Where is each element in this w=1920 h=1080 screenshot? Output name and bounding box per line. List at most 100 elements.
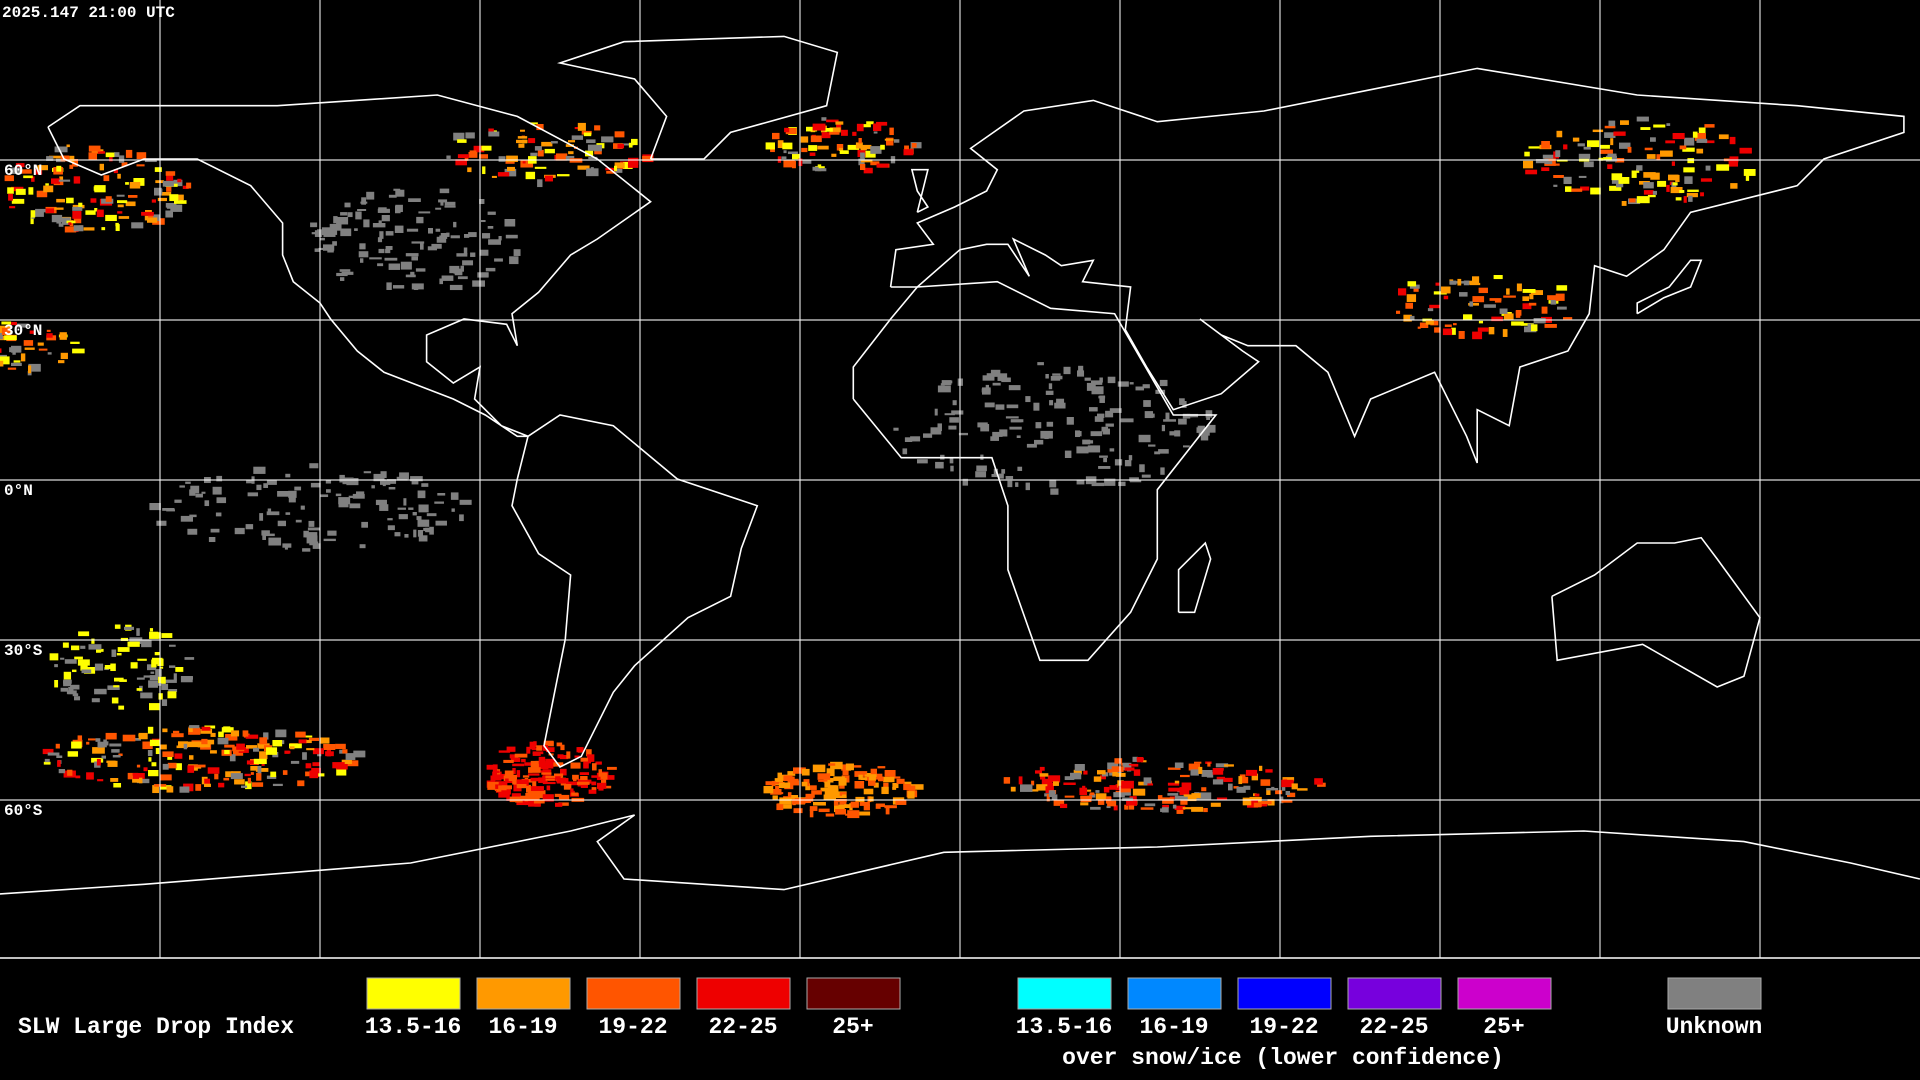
- cloud-pixel: [0, 356, 10, 365]
- cloud-pixel: [436, 236, 447, 243]
- cloud-pixel: [1113, 805, 1118, 811]
- cloud-pixel: [1238, 776, 1243, 785]
- cloud-pixel: [555, 153, 568, 161]
- cloud-pixel: [868, 775, 876, 782]
- cloud-pixel: [1666, 123, 1671, 126]
- cloud-pixel: [355, 211, 362, 220]
- cloud-pixel: [43, 761, 51, 765]
- cloud-pixel: [495, 784, 500, 789]
- cloud-pixel: [1643, 182, 1654, 189]
- cloud-pixel: [77, 735, 83, 741]
- cloud-pixel: [157, 197, 168, 202]
- cloud-pixel: [1064, 776, 1075, 781]
- cloud-pixel: [80, 645, 86, 649]
- cloud-pixel: [1463, 314, 1473, 321]
- cloud-pixel: [881, 786, 889, 795]
- cloud-pixel: [614, 162, 625, 169]
- cloud-pixel: [823, 794, 837, 800]
- cloud-pixel: [1212, 779, 1224, 785]
- cloud-pixel: [105, 152, 115, 158]
- cloud-pixel: [257, 766, 262, 774]
- cloud-pixel: [307, 527, 321, 531]
- cloud-pixel: [114, 152, 120, 157]
- cloud-pixel: [31, 176, 35, 182]
- cloud-pixel: [133, 178, 145, 186]
- cloud-pixel: [113, 169, 118, 174]
- cloud-pixel: [870, 146, 882, 154]
- cloud-pixel: [21, 169, 32, 174]
- cloud-pixel: [266, 747, 278, 755]
- cloud-pixel: [530, 795, 540, 801]
- cloud-pixel: [204, 783, 211, 787]
- cloud-pixel: [1283, 778, 1288, 781]
- cloud-pixel: [208, 537, 216, 543]
- cloud-pixel: [1132, 788, 1146, 796]
- cloud-pixel: [105, 196, 112, 202]
- cloud-pixel: [984, 402, 995, 408]
- cloud-pixel: [784, 127, 790, 133]
- cloud-pixel: [125, 149, 133, 158]
- cloud-pixel: [787, 792, 792, 797]
- cloud-pixel: [982, 375, 995, 381]
- cloud-pixel: [410, 476, 423, 482]
- cloud-pixel: [587, 761, 591, 764]
- cloud-pixel: [450, 235, 460, 239]
- cloud-pixel: [1550, 297, 1557, 305]
- cloud-pixel: [1139, 464, 1145, 473]
- cloud-pixel: [9, 347, 21, 353]
- cloud-pixel: [470, 252, 476, 257]
- cloud-pixel: [785, 128, 797, 135]
- cloud-pixel: [378, 248, 385, 254]
- cloud-pixel: [320, 494, 329, 498]
- cloud-pixel: [1228, 783, 1233, 791]
- cloud-pixel: [1683, 167, 1695, 173]
- cloud-pixel: [151, 762, 157, 767]
- cloud-pixel: [1191, 806, 1204, 812]
- cloud-pixel: [546, 785, 551, 791]
- cloud-pixel: [1224, 764, 1234, 767]
- cloud-pixel: [357, 209, 367, 212]
- cloud-pixel: [883, 776, 895, 783]
- cloud-pixel: [408, 198, 421, 202]
- cloud-pixel: [530, 777, 543, 782]
- cloud-pixel: [1163, 419, 1177, 422]
- cloud-pixel: [58, 769, 66, 774]
- cloud-pixel: [446, 232, 450, 237]
- cloud-pixel: [554, 793, 562, 797]
- cloud-pixel: [565, 155, 575, 161]
- cloud-pixel: [1553, 184, 1558, 187]
- cloud-pixel: [1259, 765, 1263, 771]
- cloud-pixel: [411, 256, 418, 261]
- cloud-pixel: [1143, 777, 1152, 786]
- cloud-pixel: [69, 155, 75, 163]
- cloud-pixel: [782, 142, 793, 150]
- cloud-pixel: [417, 519, 430, 527]
- cloud-pixel: [878, 776, 884, 782]
- cloud-pixel: [1451, 327, 1456, 335]
- cloud-pixel: [162, 763, 169, 770]
- cloud-pixel: [792, 153, 800, 160]
- cloud-pixel: [1472, 276, 1480, 284]
- cloud-pixel: [139, 777, 143, 784]
- cloud-pixel: [524, 762, 536, 766]
- cloud-pixel: [805, 783, 810, 791]
- cloud-pixel: [97, 741, 104, 748]
- cloud-pixel: [845, 763, 854, 771]
- cloud-pixel: [325, 751, 334, 757]
- cloud-pixel: [1704, 124, 1715, 128]
- cloud-pixel: [1285, 791, 1291, 796]
- cloud-pixel: [193, 764, 206, 768]
- cloud-pixel: [1506, 288, 1510, 295]
- cloud-pixel: [479, 199, 485, 204]
- cloud-pixel: [1478, 287, 1488, 294]
- cloud-pixel: [388, 263, 401, 270]
- cloud-pixel: [72, 693, 79, 697]
- cloud-pixel: [1729, 156, 1739, 163]
- cloud-pixel: [1407, 281, 1417, 287]
- cloud-pixel: [30, 210, 36, 218]
- cloud-pixel: [545, 758, 555, 767]
- cloud-pixel: [1531, 324, 1538, 332]
- cloud-pixel: [1148, 444, 1156, 447]
- cloud-pixel: [64, 226, 77, 233]
- cloud-pixel: [586, 168, 599, 177]
